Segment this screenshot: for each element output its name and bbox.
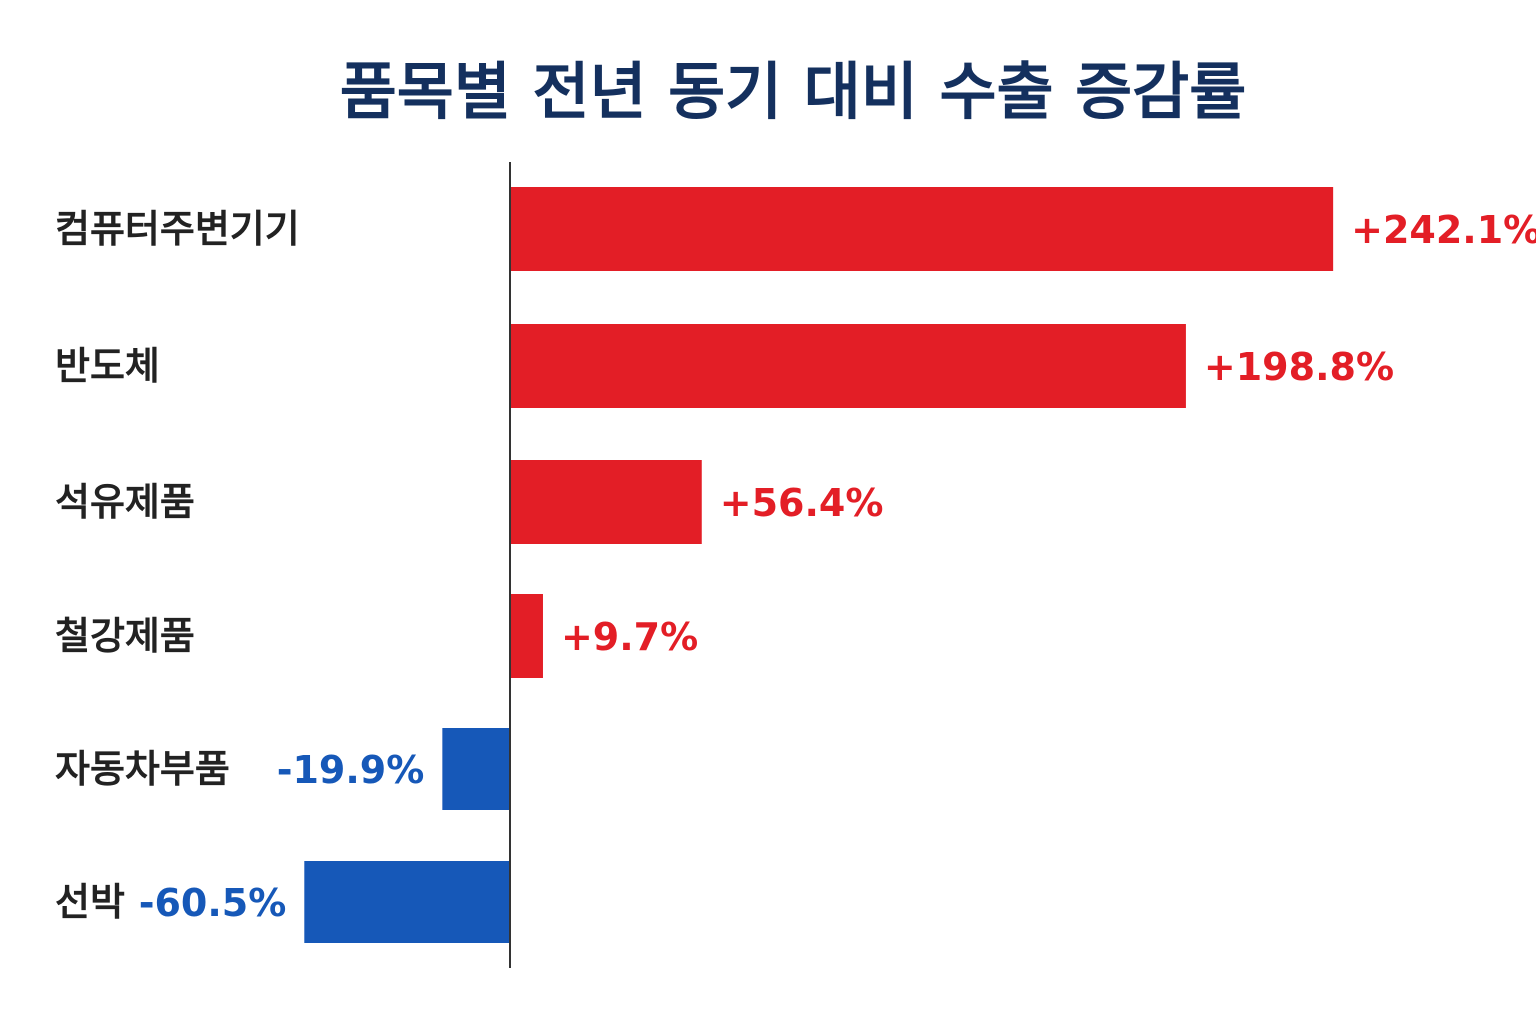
value-label-0: +242.1%: [1351, 208, 1536, 252]
bar-3: [510, 594, 543, 678]
category-label-5: 선박: [55, 880, 125, 924]
bar-5: [304, 861, 510, 943]
value-label-1: +198.8%: [1204, 345, 1394, 389]
category-label-2: 석유제품: [55, 480, 195, 524]
value-label-4: -19.9%: [277, 748, 425, 792]
bar-1: [510, 324, 1186, 408]
value-label-3: +9.7%: [561, 615, 698, 659]
chart-title: 품목별 전년 동기 대비 수출 증감률: [340, 55, 1247, 128]
category-label-0: 컴퓨터주변기기: [55, 207, 300, 251]
bar-4: [442, 728, 510, 810]
category-label-1: 반도체: [55, 344, 160, 388]
value-label-2: +56.4%: [720, 481, 884, 525]
bar-2: [510, 460, 702, 544]
value-label-5: -60.5%: [139, 881, 287, 925]
category-label-3: 철강제품: [55, 614, 195, 658]
bar-0: [510, 187, 1334, 271]
bars-layer: 컴퓨터주변기기 +242.1% 반도체 +198.8% 석유제품 +56.4% 철강제품 +9…: [55, 187, 1536, 943]
category-label-4: 자동차부품: [55, 747, 230, 791]
